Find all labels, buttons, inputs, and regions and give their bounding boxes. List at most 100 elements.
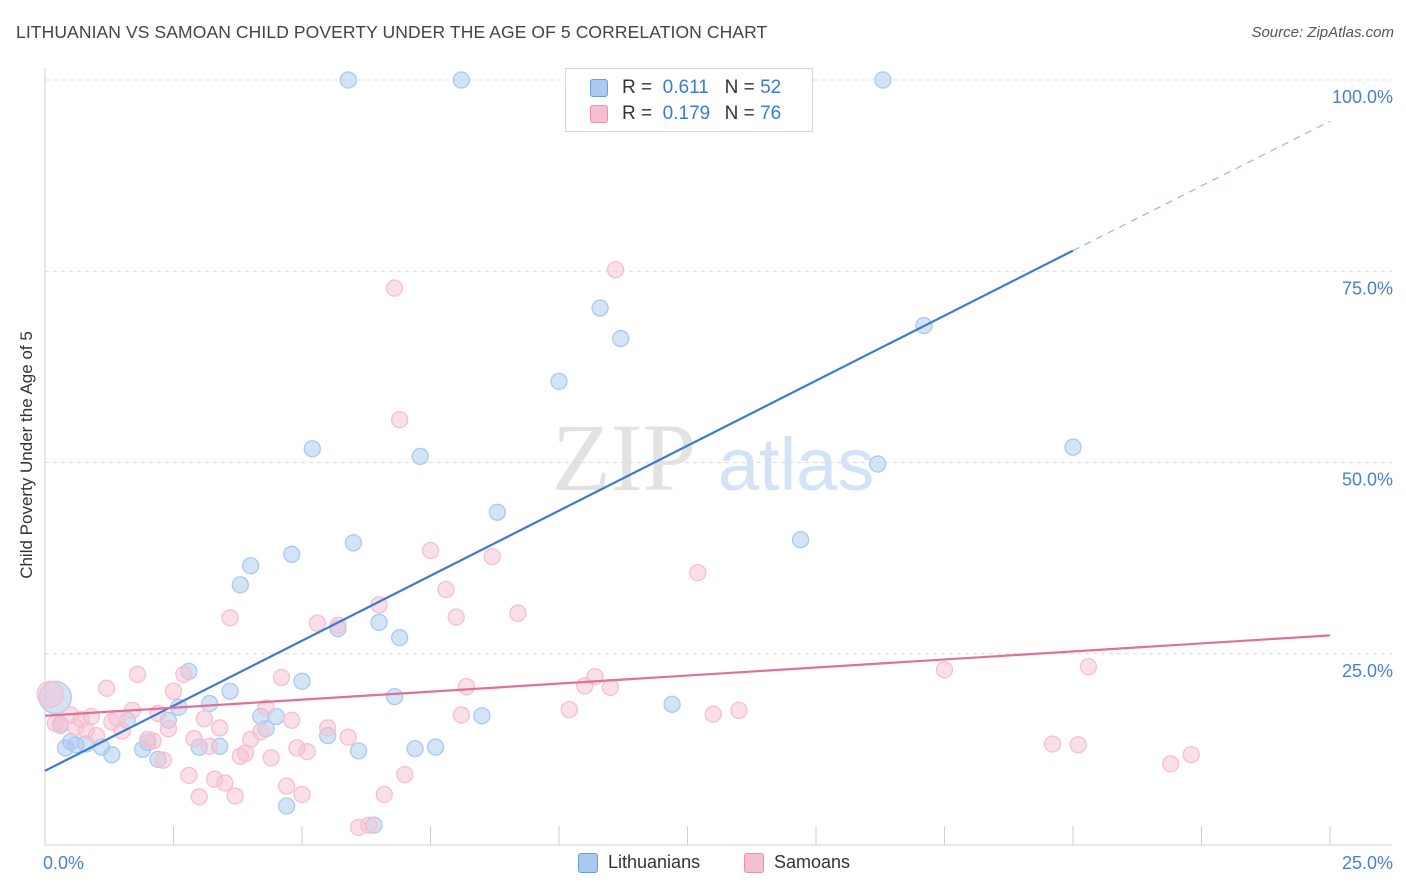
samoan-point (421, 541, 440, 560)
samoan-point (211, 719, 229, 737)
watermark-zip: ZIP (552, 404, 696, 511)
samoan-point (560, 700, 578, 719)
bottom-legend-samoans: Samoans (744, 852, 850, 873)
samoan-point (293, 785, 311, 804)
legend-swatch-pink (590, 105, 608, 123)
bottom-legend-label: Samoans (774, 852, 851, 872)
samoan-point (360, 816, 378, 834)
samoan-point (483, 547, 501, 566)
samoan-point (221, 609, 239, 627)
lithuanian-point (241, 557, 260, 575)
samoan-point (447, 608, 465, 626)
samoan-point (226, 787, 244, 805)
samoan-point (319, 719, 337, 737)
samoan-point (375, 785, 393, 804)
samoan-point (283, 711, 301, 729)
lithuanian-point (426, 738, 445, 756)
lithuanian-point (349, 742, 368, 760)
x-tick-label: 0.0% (43, 853, 84, 873)
y-tick-label: 100.0% (1332, 87, 1393, 107)
legend-n-label: N = (724, 77, 755, 98)
lithuanians-trend-line (44, 249, 1074, 772)
lithuanian-point (339, 71, 357, 89)
legend-r-value: 0.611 (662, 77, 709, 98)
samoan-point (185, 730, 203, 748)
samoan-point (1162, 755, 1180, 773)
y-tick-label: 75.0% (1342, 278, 1393, 298)
samoan-point (606, 261, 625, 279)
lithuanian-point (663, 695, 681, 713)
lithuanian-point (391, 629, 409, 647)
legend-n-label: N = (724, 103, 755, 124)
samoan-point (298, 743, 316, 761)
watermark-atlas: atlas (718, 423, 874, 506)
samoan-point (1069, 736, 1087, 754)
samoan-point (391, 411, 409, 429)
lithuanian-point (488, 503, 506, 521)
axes (44, 68, 1392, 846)
lithuanian-point (344, 534, 363, 552)
samoan-point (216, 774, 234, 792)
samoan-point (1182, 746, 1200, 764)
lithuanian-point (591, 299, 609, 317)
trend-lines (44, 120, 1331, 772)
samoan-point (437, 580, 455, 599)
correlation-legend: R = 0.611 N = 52 R = 0.179 N = 76 (565, 68, 813, 132)
samoan-point (190, 788, 208, 806)
samoan-point (103, 713, 121, 731)
legend-r-value: 0.179 (662, 103, 711, 124)
lithuanian-point (473, 707, 491, 725)
samoan-point (339, 728, 357, 746)
samoan-point (308, 614, 327, 632)
samoan-point (1079, 658, 1098, 676)
lithuanian-point (406, 739, 424, 758)
lithuanian-point (452, 71, 470, 89)
samoans-points (36, 261, 1200, 837)
bottom-legend-lithuanians: Lithuanians (578, 852, 700, 873)
samoan-point (154, 751, 172, 769)
samoan-point (457, 677, 476, 696)
lithuanian-point (200, 694, 219, 713)
samoan-point (195, 710, 213, 728)
bottom-legend-label: Lithuanians (608, 852, 701, 872)
tick-labels: 25.0% 50.0% 75.0% 100.0% 0.0% 25.0% (43, 87, 1393, 873)
bottom-legend-swatch-blue (578, 852, 598, 873)
source-label: Source: ZipAtlas.com (1251, 24, 1394, 41)
lithuanian-point (385, 687, 404, 706)
legend-r-label: R = (622, 77, 653, 98)
lithuanians-trend-extension (1072, 120, 1331, 252)
samoan-point (689, 564, 707, 582)
y-tick-label: 25.0% (1342, 661, 1393, 681)
legend-row-lithuanians: R = 0.611 N = 52 (590, 76, 781, 100)
samoan-point (36, 680, 64, 708)
lithuanian-point (221, 682, 239, 700)
samoan-point (509, 604, 527, 622)
lithuanian-point (370, 613, 388, 632)
x-tick-label: 25.0% (1342, 853, 1393, 873)
samoan-point (704, 705, 722, 723)
legend-n-value: 52 (760, 77, 782, 98)
samoan-point (164, 682, 183, 700)
bottom-legend-swatch-pink (744, 852, 764, 873)
samoan-point (730, 701, 748, 720)
samoan-point (385, 279, 404, 297)
legend-swatch-blue (590, 79, 608, 97)
samoan-point (396, 765, 414, 784)
y-tick-label: 50.0% (1342, 470, 1393, 490)
samoan-point (175, 665, 193, 684)
samoan-point (180, 766, 198, 785)
lithuanian-point (283, 545, 301, 563)
lithuanian-point (411, 447, 429, 466)
lithuanian-point (231, 576, 249, 594)
samoan-point (272, 668, 291, 687)
lithuanian-point (869, 455, 887, 473)
lithuanian-point (303, 440, 321, 458)
legend-row-samoans: R = 0.179 N = 76 (590, 102, 781, 126)
chart-title: LITHUANIAN VS SAMOAN CHILD POVERTY UNDER… (16, 22, 768, 42)
samoan-point (935, 661, 954, 679)
samoan-point (82, 707, 100, 726)
lithuanian-point (277, 797, 296, 815)
samoan-point (1043, 735, 1062, 753)
samoan-point (98, 679, 116, 697)
